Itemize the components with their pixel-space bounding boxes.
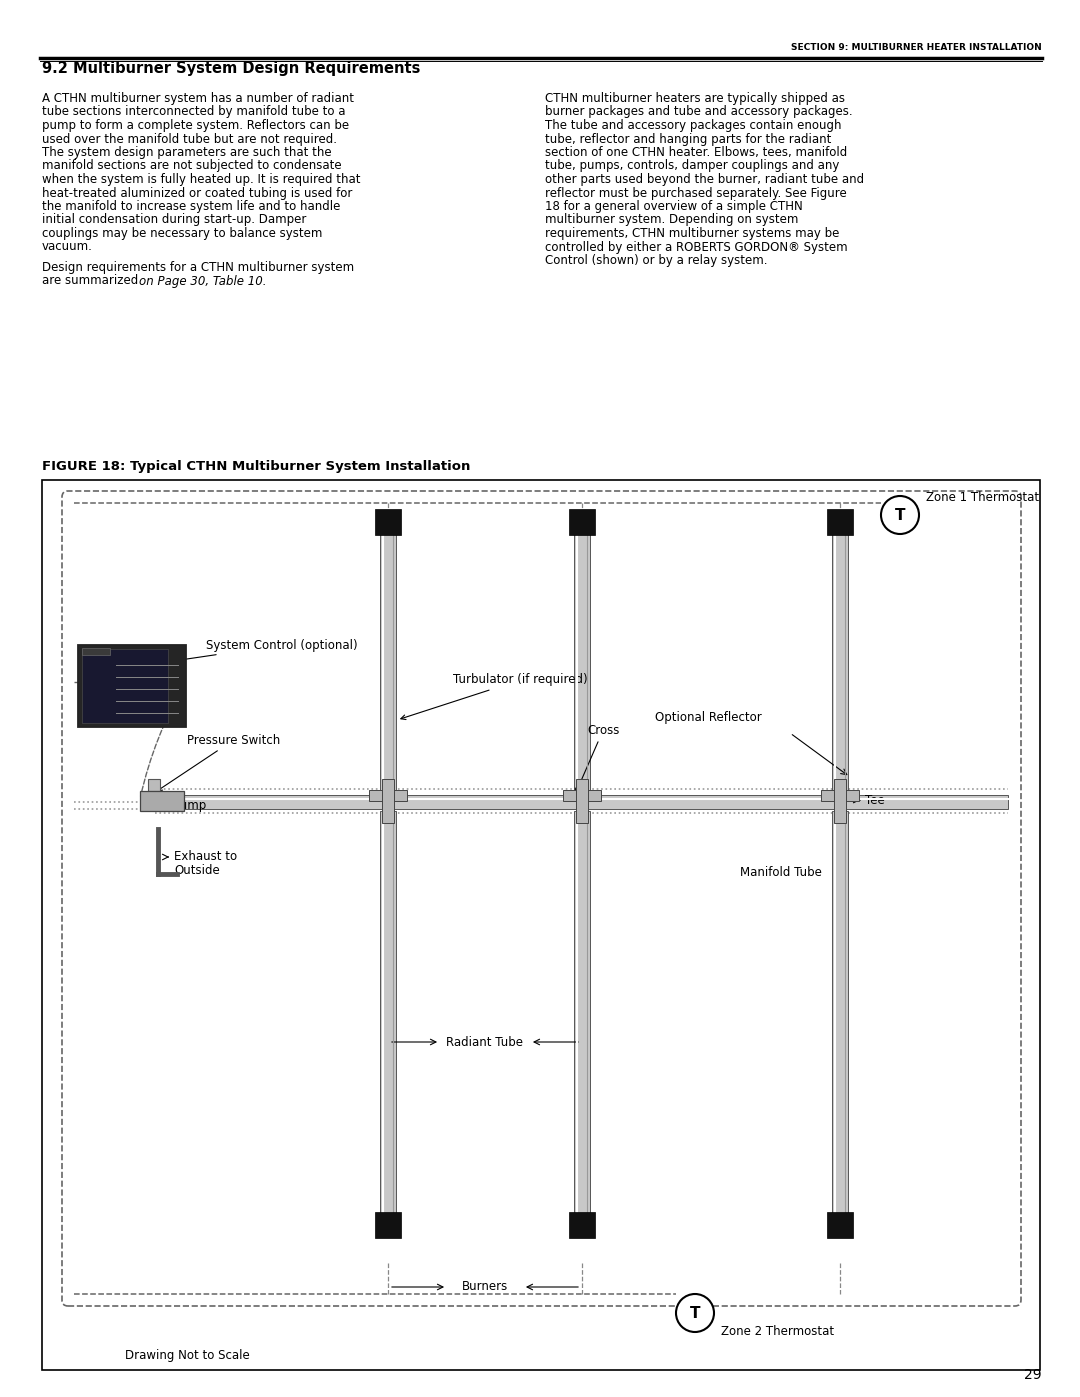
Text: T: T <box>894 507 905 522</box>
Text: tube, reflector and hanging parts for the radiant: tube, reflector and hanging parts for th… <box>545 133 832 145</box>
Text: other parts used beyond the burner, radiant tube and: other parts used beyond the burner, radi… <box>545 173 864 186</box>
Bar <box>375 1213 401 1238</box>
Text: Outside: Outside <box>174 865 219 877</box>
Bar <box>140 791 184 812</box>
Text: are summarized: are summarized <box>42 274 141 288</box>
Text: FIGURE 18: Typical CTHN Multiburner System Installation: FIGURE 18: Typical CTHN Multiburner Syst… <box>42 460 471 474</box>
Text: Design requirements for a CTHN multiburner system: Design requirements for a CTHN multiburn… <box>42 261 354 274</box>
Text: Radiant Tube: Radiant Tube <box>446 1035 524 1049</box>
Bar <box>148 780 160 791</box>
Bar <box>832 812 848 1235</box>
Circle shape <box>676 1294 714 1331</box>
Text: manifold sections are not subjected to condensate: manifold sections are not subjected to c… <box>42 159 341 172</box>
Bar <box>82 648 110 655</box>
Text: the manifold to increase system life and to handle: the manifold to increase system life and… <box>42 200 340 212</box>
Bar <box>78 645 186 726</box>
Bar <box>42 481 1040 1370</box>
Bar <box>569 1213 595 1238</box>
Bar <box>82 650 168 724</box>
Bar <box>821 789 859 800</box>
Text: Burners: Burners <box>462 1281 508 1294</box>
Bar <box>382 778 394 823</box>
Bar <box>573 812 590 1235</box>
Bar <box>576 778 588 823</box>
Text: burner packages and tube and accessory packages.: burner packages and tube and accessory p… <box>545 106 852 119</box>
Text: Tee: Tee <box>865 793 885 806</box>
Text: pump to form a complete system. Reflectors can be: pump to form a complete system. Reflecto… <box>42 119 349 131</box>
Text: tube sections interconnected by manifold tube to a: tube sections interconnected by manifold… <box>42 106 346 119</box>
Text: multiburner system. Depending on system: multiburner system. Depending on system <box>545 214 798 226</box>
Text: The system design parameters are such that the: The system design parameters are such th… <box>42 147 332 159</box>
Bar <box>375 509 401 535</box>
Text: SECTION 9: MULTIBURNER HEATER INSTALLATION: SECTION 9: MULTIBURNER HEATER INSTALLATI… <box>792 43 1042 52</box>
Bar <box>380 812 396 1235</box>
Text: heat-treated aluminized or coated tubing is used for: heat-treated aluminized or coated tubing… <box>42 187 352 200</box>
Text: The tube and accessory packages contain enough: The tube and accessory packages contain … <box>545 119 841 131</box>
Text: when the system is fully heated up. It is required that: when the system is fully heated up. It i… <box>42 173 361 186</box>
Text: 18 for a general overview of a simple CTHN: 18 for a general overview of a simple CT… <box>545 200 802 212</box>
Bar <box>834 778 846 823</box>
Bar <box>564 789 600 800</box>
Text: Drawing Not to Scale: Drawing Not to Scale <box>125 1348 249 1362</box>
Text: Turbulator (if required): Turbulator (if required) <box>401 673 588 719</box>
Text: used over the manifold tube but are not required.: used over the manifold tube but are not … <box>42 133 337 145</box>
Text: Cross: Cross <box>576 724 619 793</box>
Text: Manifold Tube: Manifold Tube <box>740 866 822 880</box>
Text: Pressure Switch: Pressure Switch <box>158 733 280 791</box>
Bar <box>369 789 407 800</box>
Text: couplings may be necessary to balance system: couplings may be necessary to balance sy… <box>42 226 322 240</box>
Bar <box>827 509 853 535</box>
Text: 9.2 Multiburner System Design Requirements: 9.2 Multiburner System Design Requiremen… <box>42 61 420 75</box>
Bar <box>573 511 590 793</box>
Bar <box>380 511 396 793</box>
Text: Pump: Pump <box>174 799 207 812</box>
Text: Exhaust to: Exhaust to <box>174 851 238 863</box>
Text: Zone 1 Thermostat: Zone 1 Thermostat <box>926 490 1039 504</box>
Text: vacuum.: vacuum. <box>42 240 93 253</box>
Text: T: T <box>690 1306 700 1320</box>
Text: tube, pumps, controls, damper couplings and any: tube, pumps, controls, damper couplings … <box>545 159 839 172</box>
Bar <box>569 509 595 535</box>
Bar <box>827 1213 853 1238</box>
Text: section of one CTHN heater. Elbows, tees, manifold: section of one CTHN heater. Elbows, tees… <box>545 147 847 159</box>
Text: Optional Reflector: Optional Reflector <box>654 711 761 724</box>
Bar <box>156 795 1008 809</box>
Text: CTHN multiburner heaters are typically shipped as: CTHN multiburner heaters are typically s… <box>545 92 845 105</box>
Circle shape <box>881 496 919 534</box>
Text: requirements, CTHN multiburner systems may be: requirements, CTHN multiburner systems m… <box>545 226 839 240</box>
Text: reflector must be purchased separately. See Figure: reflector must be purchased separately. … <box>545 187 847 200</box>
Text: A CTHN multiburner system has a number of radiant: A CTHN multiburner system has a number o… <box>42 92 354 105</box>
Bar <box>832 511 848 793</box>
Text: Zone 2 Thermostat: Zone 2 Thermostat <box>721 1324 834 1338</box>
Text: Control (shown) or by a relay system.: Control (shown) or by a relay system. <box>545 254 768 267</box>
Text: controlled by either a ROBERTS GORDON® System: controlled by either a ROBERTS GORDON® S… <box>545 240 848 253</box>
Text: initial condensation during start-up. Damper: initial condensation during start-up. Da… <box>42 214 307 226</box>
Text: on Page 30, Table 10.: on Page 30, Table 10. <box>139 274 267 288</box>
Text: System Control (optional): System Control (optional) <box>147 638 357 666</box>
Text: 29: 29 <box>1024 1368 1042 1382</box>
